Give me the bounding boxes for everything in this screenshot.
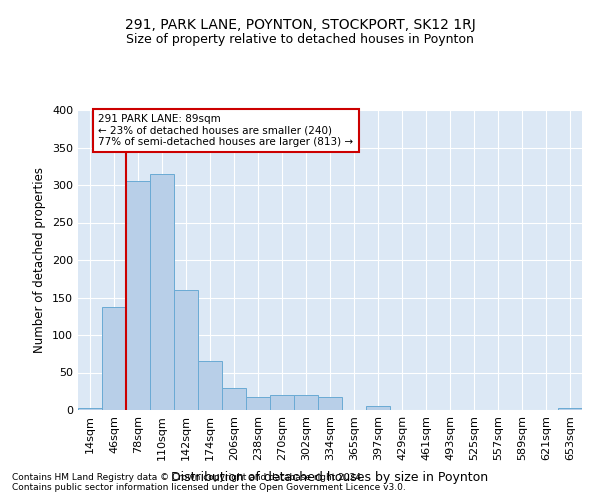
Bar (102, 307, 126, 410)
Bar (246, 396, 270, 410)
Bar (318, 397, 342, 410)
Bar (294, 395, 318, 410)
Bar (126, 181, 150, 410)
Bar (150, 174, 174, 410)
Bar (174, 290, 198, 410)
Bar (198, 361, 222, 410)
Bar (270, 395, 294, 410)
Text: 291 PARK LANE: 89sqm
← 23% of detached houses are smaller (240)
77% of semi-deta: 291 PARK LANE: 89sqm ← 23% of detached h… (98, 114, 353, 147)
Bar (366, 406, 390, 410)
Text: Contains HM Land Registry data © Crown copyright and database right 2024.: Contains HM Land Registry data © Crown c… (12, 474, 364, 482)
Bar (558, 408, 582, 410)
Bar (78, 408, 102, 410)
Text: Contains public sector information licensed under the Open Government Licence v3: Contains public sector information licen… (12, 484, 406, 492)
Text: Size of property relative to detached houses in Poynton: Size of property relative to detached ho… (126, 32, 474, 46)
X-axis label: Distribution of detached houses by size in Poynton: Distribution of detached houses by size … (172, 471, 488, 484)
Bar (222, 388, 246, 410)
Y-axis label: Number of detached properties: Number of detached properties (34, 167, 46, 353)
Text: 291, PARK LANE, POYNTON, STOCKPORT, SK12 1RJ: 291, PARK LANE, POYNTON, STOCKPORT, SK12… (125, 18, 475, 32)
